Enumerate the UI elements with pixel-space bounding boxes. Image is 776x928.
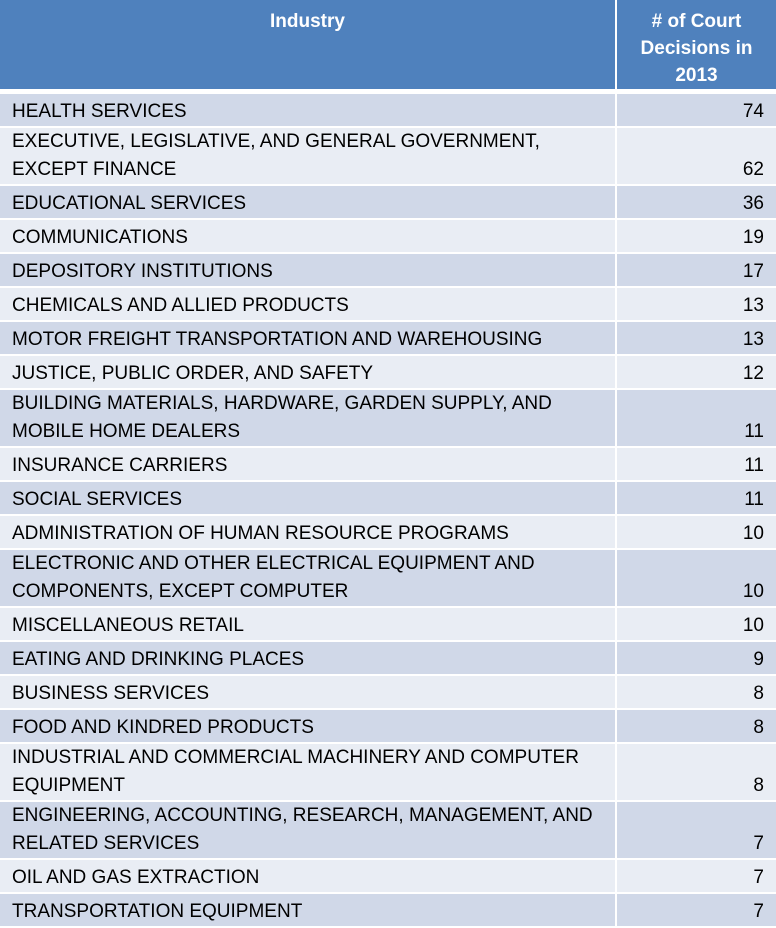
table-body: HEALTH SERVICES 74 EXECUTIVE, LEGISLATIVE,… (0, 94, 776, 928)
industry-cell: INSURANCE CARRIERS (0, 448, 617, 482)
count-cell: 19 (617, 220, 776, 254)
count-cell: 8 (617, 676, 776, 710)
industry-cell: MISCELLANEOUS RETAIL (0, 608, 617, 642)
industry-column-header: Industry (0, 0, 617, 94)
industry-cell: INDUSTRIAL AND COMMERCIAL MACHINERY AND … (0, 744, 617, 802)
count-header-line-3: 2013 (675, 65, 718, 86)
industry-cell: TRANSPORTATION EQUIPMENT (0, 894, 617, 928)
table-row: BUSINESS SERVICES 8 (0, 676, 776, 710)
count-cell: 9 (617, 642, 776, 676)
industry-cell: SOCIAL SERVICES (0, 482, 617, 516)
table-row: JUSTICE, PUBLIC ORDER, AND SAFETY 12 (0, 356, 776, 390)
industry-cell: BUILDING MATERIALS, HARDWARE, GARDEN SUP… (0, 390, 617, 448)
table-row: INSURANCE CARRIERS 11 (0, 448, 776, 482)
table-row: SOCIAL SERVICES 11 (0, 482, 776, 516)
count-cell: 74 (617, 94, 776, 128)
table-row: FOOD AND KINDRED PRODUCTS 8 (0, 710, 776, 744)
table-row: COMMUNICATIONS 19 (0, 220, 776, 254)
count-cell: 62 (617, 128, 776, 186)
industry-cell: EXECUTIVE, LEGISLATIVE, AND GENERAL GOVE… (0, 128, 617, 186)
count-cell: 10 (617, 550, 776, 608)
count-column-header: # of Court Decisions in 2013 (617, 0, 776, 94)
count-cell: 10 (617, 516, 776, 550)
table-row: DEPOSITORY INSTITUTIONS 17 (0, 254, 776, 288)
table-row: TRANSPORTATION EQUIPMENT 7 (0, 894, 776, 928)
table-row: OIL AND GAS EXTRACTION 7 (0, 860, 776, 894)
table-row: ENGINEERING, ACCOUNTING, RESEARCH, MANAG… (0, 802, 776, 860)
count-cell: 8 (617, 710, 776, 744)
table-row: BUILDING MATERIALS, HARDWARE, GARDEN SUP… (0, 390, 776, 448)
industry-cell: FOOD AND KINDRED PRODUCTS (0, 710, 617, 744)
count-cell: 36 (617, 186, 776, 220)
table-row: MOTOR FREIGHT TRANSPORTATION AND WAREHOU… (0, 322, 776, 356)
table-row: MISCELLANEOUS RETAIL 10 (0, 608, 776, 642)
industry-cell: BUSINESS SERVICES (0, 676, 617, 710)
table-row: EDUCATIONAL SERVICES 36 (0, 186, 776, 220)
industry-cell: COMMUNICATIONS (0, 220, 617, 254)
table-row: ELECTRONIC AND OTHER ELECTRICAL EQUIPMEN… (0, 550, 776, 608)
industry-cell: MOTOR FREIGHT TRANSPORTATION AND WAREHOU… (0, 322, 617, 356)
table-row: EXECUTIVE, LEGISLATIVE, AND GENERAL GOVE… (0, 128, 776, 186)
count-cell: 13 (617, 288, 776, 322)
industry-cell: ADMINISTRATION OF HUMAN RESOURCE PROGRAM… (0, 516, 617, 550)
count-header-line-2: Decisions in (640, 38, 753, 59)
header-row: Industry # of Court Decisions in 2013 (0, 0, 776, 94)
count-cell: 17 (617, 254, 776, 288)
industry-cell: JUSTICE, PUBLIC ORDER, AND SAFETY (0, 356, 617, 390)
table-row: INDUSTRIAL AND COMMERCIAL MACHINERY AND … (0, 744, 776, 802)
count-cell: 11 (617, 482, 776, 516)
industry-cell: EDUCATIONAL SERVICES (0, 186, 617, 220)
industry-cell: EATING AND DRINKING PLACES (0, 642, 617, 676)
industry-cell: ENGINEERING, ACCOUNTING, RESEARCH, MANAG… (0, 802, 617, 860)
industry-cell: ELECTRONIC AND OTHER ELECTRICAL EQUIPMEN… (0, 550, 617, 608)
industry-cell: HEALTH SERVICES (0, 94, 617, 128)
industry-cell: OIL AND GAS EXTRACTION (0, 860, 617, 894)
table-row: ADMINISTRATION OF HUMAN RESOURCE PROGRAM… (0, 516, 776, 550)
count-cell: 13 (617, 322, 776, 356)
industry-cell: CHEMICALS AND ALLIED PRODUCTS (0, 288, 617, 322)
industry-cell: DEPOSITORY INSTITUTIONS (0, 254, 617, 288)
table-row: HEALTH SERVICES 74 (0, 94, 776, 128)
count-cell: 7 (617, 860, 776, 894)
count-cell: 7 (617, 894, 776, 928)
count-cell: 8 (617, 744, 776, 802)
count-cell: 7 (617, 802, 776, 860)
count-cell: 10 (617, 608, 776, 642)
count-cell: 12 (617, 356, 776, 390)
count-header-line-1: # of Court (651, 11, 742, 32)
count-cell: 11 (617, 448, 776, 482)
table-row: CHEMICALS AND ALLIED PRODUCTS 13 (0, 288, 776, 322)
count-cell: 11 (617, 390, 776, 448)
table-row: EATING AND DRINKING PLACES 9 (0, 642, 776, 676)
